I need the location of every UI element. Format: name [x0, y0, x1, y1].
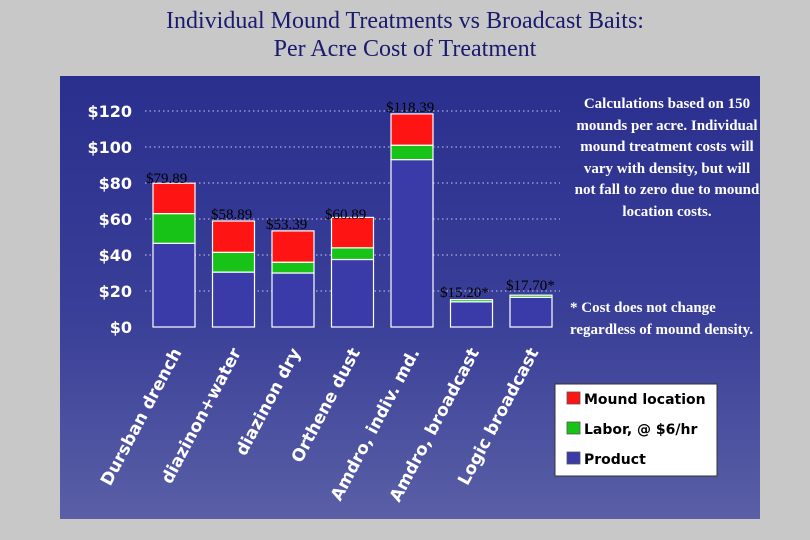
legend-label: Mound location [584, 392, 706, 408]
total-label: $15.20* [440, 285, 489, 301]
legend-box [554, 383, 718, 477]
y-tick-label: $100 [87, 138, 132, 157]
calculation-note: Calculations based on 150 mounds per acr… [574, 96, 760, 220]
bar-segment-labor [152, 213, 196, 244]
y-tick-label: $20 [99, 282, 132, 301]
y-tick-label: $0 [110, 318, 132, 337]
total-label: $79.89 [146, 171, 187, 187]
total-label: $53.39 [266, 217, 307, 233]
bar-segment-product [449, 301, 494, 328]
y-tick-label: $120 [87, 102, 132, 121]
bar-segment-labor [509, 294, 553, 298]
legend-label: Product [584, 452, 646, 468]
bar-segment-labor [390, 144, 434, 161]
total-label: $17.70* [506, 278, 555, 294]
bar-segment-product [390, 159, 434, 328]
bar-segment-product [509, 296, 553, 328]
chart-title-line2: Per Acre Cost of Treatment [273, 36, 537, 62]
y-tick-label: $40 [99, 246, 132, 265]
bar-segment-labor [330, 247, 375, 261]
bar-segment-labor [211, 251, 256, 273]
bar-segment-mound-location [152, 182, 196, 215]
category-label: diazinon dry [232, 345, 305, 459]
y-tick-label: $80 [99, 174, 132, 193]
bar-segment-labor [271, 261, 315, 274]
chart-title-line1: Individual Mound Treatments vs Broadcast… [166, 8, 644, 34]
bar-segment-mound-location [271, 230, 315, 263]
legend-swatch [566, 391, 581, 405]
bar-segment-labor [449, 299, 494, 303]
bar-segment-product [211, 271, 256, 328]
legend-swatch [566, 421, 581, 435]
bar-segment-mound-location [330, 216, 375, 249]
bar-segment-product [271, 272, 315, 328]
total-label: $58.89 [211, 207, 252, 223]
bar-segment-mound-location [211, 220, 256, 253]
legend-label: Labor, @ $6/hr [584, 422, 697, 438]
broadcast-note: * Cost does not change regardless of mou… [570, 300, 754, 338]
y-tick-label: $60 [99, 210, 132, 229]
total-label: $60.89 [325, 207, 366, 223]
bar-segment-mound-location [390, 113, 434, 146]
bar-segment-product [152, 242, 196, 328]
total-label: $118.39 [386, 100, 434, 116]
bar-segment-product [330, 258, 375, 328]
legend-swatch [566, 451, 581, 465]
